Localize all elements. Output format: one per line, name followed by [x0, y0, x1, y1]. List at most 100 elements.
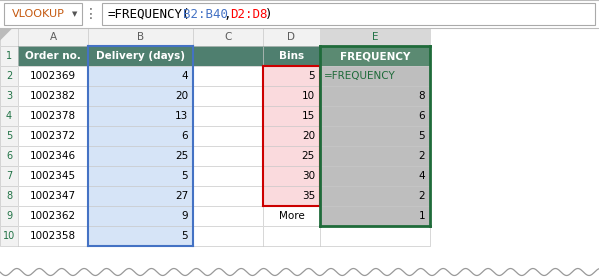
- Bar: [88, 28, 193, 46]
- Bar: [193, 186, 263, 206]
- Text: ▼: ▼: [72, 11, 78, 17]
- Bar: [193, 166, 263, 186]
- Bar: [88, 46, 193, 66]
- Bar: [263, 206, 320, 226]
- Bar: [263, 226, 320, 246]
- Bar: [88, 86, 193, 106]
- Text: 2: 2: [418, 191, 425, 201]
- Bar: [0, 226, 18, 246]
- Bar: [0, 28, 18, 46]
- Text: 5: 5: [6, 131, 12, 141]
- Text: 9: 9: [6, 211, 12, 221]
- Bar: [193, 66, 263, 86]
- Text: 1002347: 1002347: [30, 191, 76, 201]
- Bar: [18, 166, 88, 186]
- Bar: [263, 106, 320, 126]
- Bar: [263, 146, 320, 166]
- Text: ⋮: ⋮: [84, 7, 98, 21]
- Text: 3: 3: [6, 91, 12, 101]
- Bar: [4, 3, 82, 25]
- Bar: [263, 146, 320, 166]
- Text: Delivery (days): Delivery (days): [96, 51, 185, 61]
- Text: VLOOKUP: VLOOKUP: [12, 9, 65, 19]
- Text: 10: 10: [3, 231, 15, 241]
- Bar: [193, 28, 263, 46]
- Bar: [320, 146, 430, 166]
- Text: 1: 1: [418, 211, 425, 221]
- Bar: [320, 86, 430, 106]
- Bar: [88, 86, 193, 106]
- Bar: [320, 206, 430, 226]
- Bar: [18, 46, 88, 66]
- Text: 4: 4: [6, 111, 12, 121]
- Text: 4: 4: [181, 71, 188, 81]
- Bar: [0, 146, 18, 166]
- Text: 27: 27: [175, 191, 188, 201]
- Text: 5: 5: [418, 131, 425, 141]
- Bar: [88, 226, 193, 246]
- Text: 6: 6: [181, 131, 188, 141]
- Bar: [18, 106, 88, 126]
- Bar: [0, 106, 18, 126]
- Bar: [320, 206, 430, 226]
- Bar: [18, 126, 88, 146]
- Bar: [320, 146, 430, 166]
- Text: A: A: [50, 32, 56, 42]
- Text: 1002382: 1002382: [30, 91, 76, 101]
- Bar: [88, 106, 193, 126]
- Text: D: D: [288, 32, 295, 42]
- Text: 5: 5: [181, 171, 188, 181]
- Bar: [320, 28, 430, 46]
- Bar: [0, 126, 18, 146]
- Bar: [263, 166, 320, 186]
- Bar: [320, 226, 430, 246]
- Bar: [320, 126, 430, 146]
- Bar: [263, 126, 320, 146]
- Bar: [0, 46, 18, 66]
- Bar: [18, 226, 88, 246]
- Bar: [263, 226, 320, 246]
- Text: ): ): [264, 8, 272, 20]
- Bar: [18, 226, 88, 246]
- Bar: [0, 86, 18, 106]
- Text: 20: 20: [175, 91, 188, 101]
- Bar: [0, 206, 18, 226]
- Text: 1002362: 1002362: [30, 211, 76, 221]
- Bar: [88, 226, 193, 246]
- Text: D2:D8: D2:D8: [231, 8, 268, 20]
- Bar: [0, 28, 18, 46]
- Bar: [263, 46, 320, 66]
- Bar: [193, 226, 263, 246]
- Bar: [88, 28, 193, 46]
- Text: 8: 8: [418, 91, 425, 101]
- Text: 1002378: 1002378: [30, 111, 76, 121]
- Bar: [88, 206, 193, 226]
- Text: 1002346: 1002346: [30, 151, 76, 161]
- Bar: [193, 146, 263, 166]
- Bar: [0, 166, 18, 186]
- Text: 6: 6: [418, 111, 425, 121]
- Bar: [193, 126, 263, 146]
- Bar: [320, 66, 430, 86]
- Bar: [18, 206, 88, 226]
- Bar: [193, 86, 263, 106]
- Bar: [193, 126, 263, 146]
- Text: FREQUENCY: FREQUENCY: [340, 51, 410, 61]
- Text: More: More: [279, 211, 304, 221]
- Bar: [320, 28, 430, 46]
- Text: 13: 13: [175, 111, 188, 121]
- Text: =FREQUENCY: =FREQUENCY: [324, 71, 396, 81]
- Text: 35: 35: [302, 191, 315, 201]
- Text: 1002369: 1002369: [30, 71, 76, 81]
- Bar: [193, 206, 263, 226]
- Bar: [193, 46, 263, 66]
- Bar: [88, 166, 193, 186]
- Bar: [320, 126, 430, 146]
- Bar: [18, 66, 88, 86]
- Bar: [0, 66, 18, 86]
- Bar: [263, 186, 320, 206]
- Bar: [193, 28, 263, 46]
- Bar: [88, 206, 193, 226]
- Bar: [263, 86, 320, 106]
- Bar: [88, 126, 193, 146]
